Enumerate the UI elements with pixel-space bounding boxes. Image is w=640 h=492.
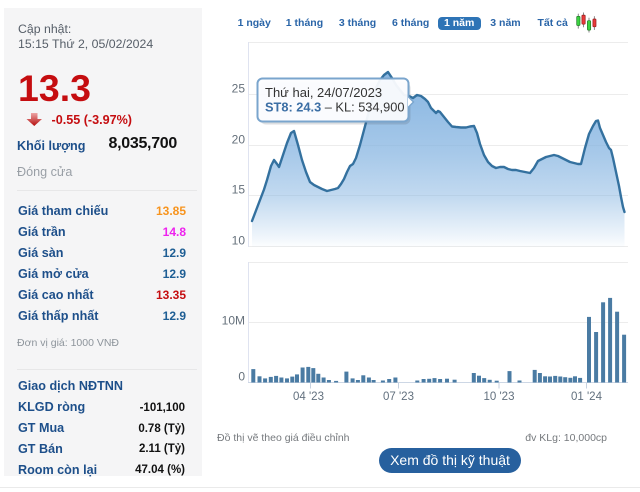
svg-text:01 '24: 01 '24 <box>571 391 603 403</box>
svg-text:Thứ hai, 24/07/2023: Thứ hai, 24/07/2023 <box>265 85 382 100</box>
svg-text:0: 0 <box>238 370 245 384</box>
svg-text:15: 15 <box>232 183 246 197</box>
svg-text:07 '23: 07 '23 <box>383 391 414 403</box>
svg-text:20: 20 <box>232 133 246 147</box>
svg-text:ST8: 24.3 – KL: 534,900: ST8: 24.3 – KL: 534,900 <box>265 100 404 115</box>
svg-text:25: 25 <box>232 82 246 96</box>
svg-text:10: 10 <box>232 234 246 248</box>
svg-text:04 '23: 04 '23 <box>293 391 324 403</box>
svg-text:10M: 10M <box>222 314 245 328</box>
svg-text:10 '23: 10 '23 <box>484 391 515 403</box>
